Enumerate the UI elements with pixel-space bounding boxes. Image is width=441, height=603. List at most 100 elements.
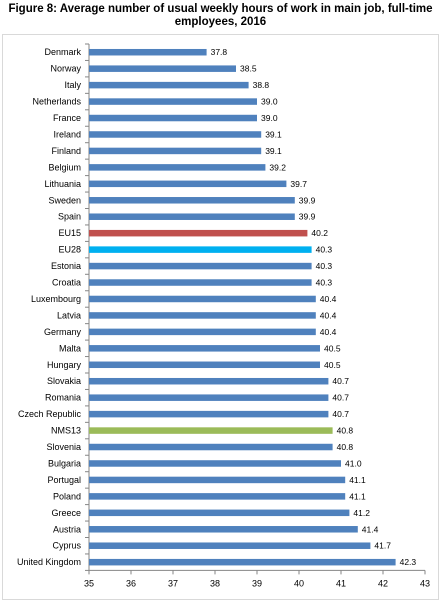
category-label: Latvia	[57, 310, 81, 320]
bar	[89, 443, 333, 451]
value-label: 42.3	[400, 557, 417, 567]
chart-title-line-2: employees, 2016	[174, 16, 267, 28]
category-label: Czech Republic	[18, 409, 82, 419]
category-label: Portugal	[47, 475, 81, 485]
value-label: 40.5	[324, 360, 341, 370]
bar	[89, 509, 350, 517]
x-tick-label: 40	[294, 578, 304, 588]
bar	[89, 213, 295, 220]
value-label: 40.4	[320, 327, 337, 337]
bar	[89, 98, 257, 105]
value-label: 40.7	[332, 376, 349, 386]
value-label: 40.2	[311, 228, 328, 238]
value-label: 39.7	[290, 179, 307, 189]
value-label: 41.2	[353, 508, 370, 518]
category-label: Ireland	[53, 129, 81, 139]
value-label: 39.1	[265, 129, 282, 139]
bar	[89, 526, 358, 533]
category-label: Cyprus	[52, 541, 81, 551]
value-label: 40.4	[320, 310, 337, 320]
category-label: United Kingdom	[17, 557, 81, 567]
chart-frame	[2, 34, 439, 600]
bar	[89, 114, 257, 122]
value-label: 41.4	[362, 524, 379, 534]
value-label: 40.7	[332, 393, 349, 403]
category-label: Finland	[51, 146, 81, 156]
bar	[89, 164, 266, 171]
value-label: 40.8	[337, 426, 354, 436]
category-label: Luxembourg	[31, 294, 81, 304]
category-label: Italy	[64, 80, 81, 90]
category-label: Bulgaria	[48, 458, 81, 468]
bar	[89, 180, 287, 188]
bar	[89, 279, 312, 286]
value-label: 39.2	[269, 162, 286, 172]
x-tick-label: 37	[168, 578, 178, 588]
x-tick-label: 36	[126, 578, 136, 588]
chart-title: Figure 8: Average number of usual weekly…	[0, 3, 441, 29]
bar	[89, 345, 320, 352]
bar	[89, 229, 308, 237]
category-label: Norway	[50, 64, 81, 74]
category-label: Denmark	[44, 47, 81, 57]
bar	[89, 377, 329, 385]
value-label: 39.9	[299, 195, 316, 205]
value-label: 40.3	[316, 245, 333, 255]
bar	[89, 493, 346, 500]
category-label: NMS13	[51, 426, 81, 436]
value-label: 40.3	[316, 278, 333, 288]
value-label: 41.1	[349, 491, 366, 501]
x-tick-label: 43	[420, 578, 430, 588]
value-label: 40.7	[332, 409, 349, 419]
category-label: Malta	[59, 343, 81, 353]
bar	[89, 147, 262, 155]
category-label: Estonia	[51, 261, 81, 271]
bar	[89, 361, 320, 369]
category-label: Austria	[53, 524, 81, 534]
value-label: 39.9	[299, 212, 316, 222]
x-tick-label: 41	[336, 578, 346, 588]
category-label: Spain	[58, 212, 81, 222]
value-label: 41.7	[374, 541, 391, 551]
bar	[89, 197, 295, 204]
category-label: Netherlands	[32, 97, 81, 107]
bar	[89, 262, 312, 270]
bar	[89, 558, 396, 566]
category-label: Germany	[44, 327, 82, 337]
x-tick-label: 42	[378, 578, 388, 588]
x-tick-label: 38	[210, 578, 220, 588]
category-label: Slovenia	[46, 442, 81, 452]
value-label: 40.8	[337, 442, 354, 452]
value-label: 40.5	[324, 343, 341, 353]
category-label: EU28	[58, 245, 81, 255]
x-tick-label: 35	[84, 578, 94, 588]
bar	[89, 410, 329, 418]
bar	[89, 48, 207, 56]
bar	[89, 328, 316, 336]
bar	[89, 427, 333, 434]
bar	[89, 312, 316, 319]
category-label: Belgium	[48, 162, 81, 172]
category-label: Croatia	[52, 278, 81, 288]
category-label: Romania	[45, 393, 81, 403]
chart-title-line-1: Figure 8: Average number of usual weekly…	[8, 3, 433, 15]
category-label: France	[53, 113, 81, 123]
value-label: 37.8	[211, 47, 228, 57]
bar	[89, 476, 346, 484]
value-label: 41.0	[345, 458, 362, 468]
category-label: EU15	[58, 228, 81, 238]
bar	[89, 246, 312, 253]
value-label: 38.8	[253, 80, 270, 90]
value-label: 39.1	[265, 146, 282, 156]
bar	[89, 460, 341, 467]
x-tick-label: 39	[252, 578, 262, 588]
bar	[89, 131, 262, 138]
category-label: Lithuania	[44, 179, 81, 189]
value-label: 40.3	[316, 261, 333, 271]
value-label: 39.0	[261, 113, 278, 123]
bar	[89, 394, 329, 401]
value-label: 41.1	[349, 475, 366, 485]
value-label: 39.0	[261, 97, 278, 107]
bar	[89, 542, 371, 549]
